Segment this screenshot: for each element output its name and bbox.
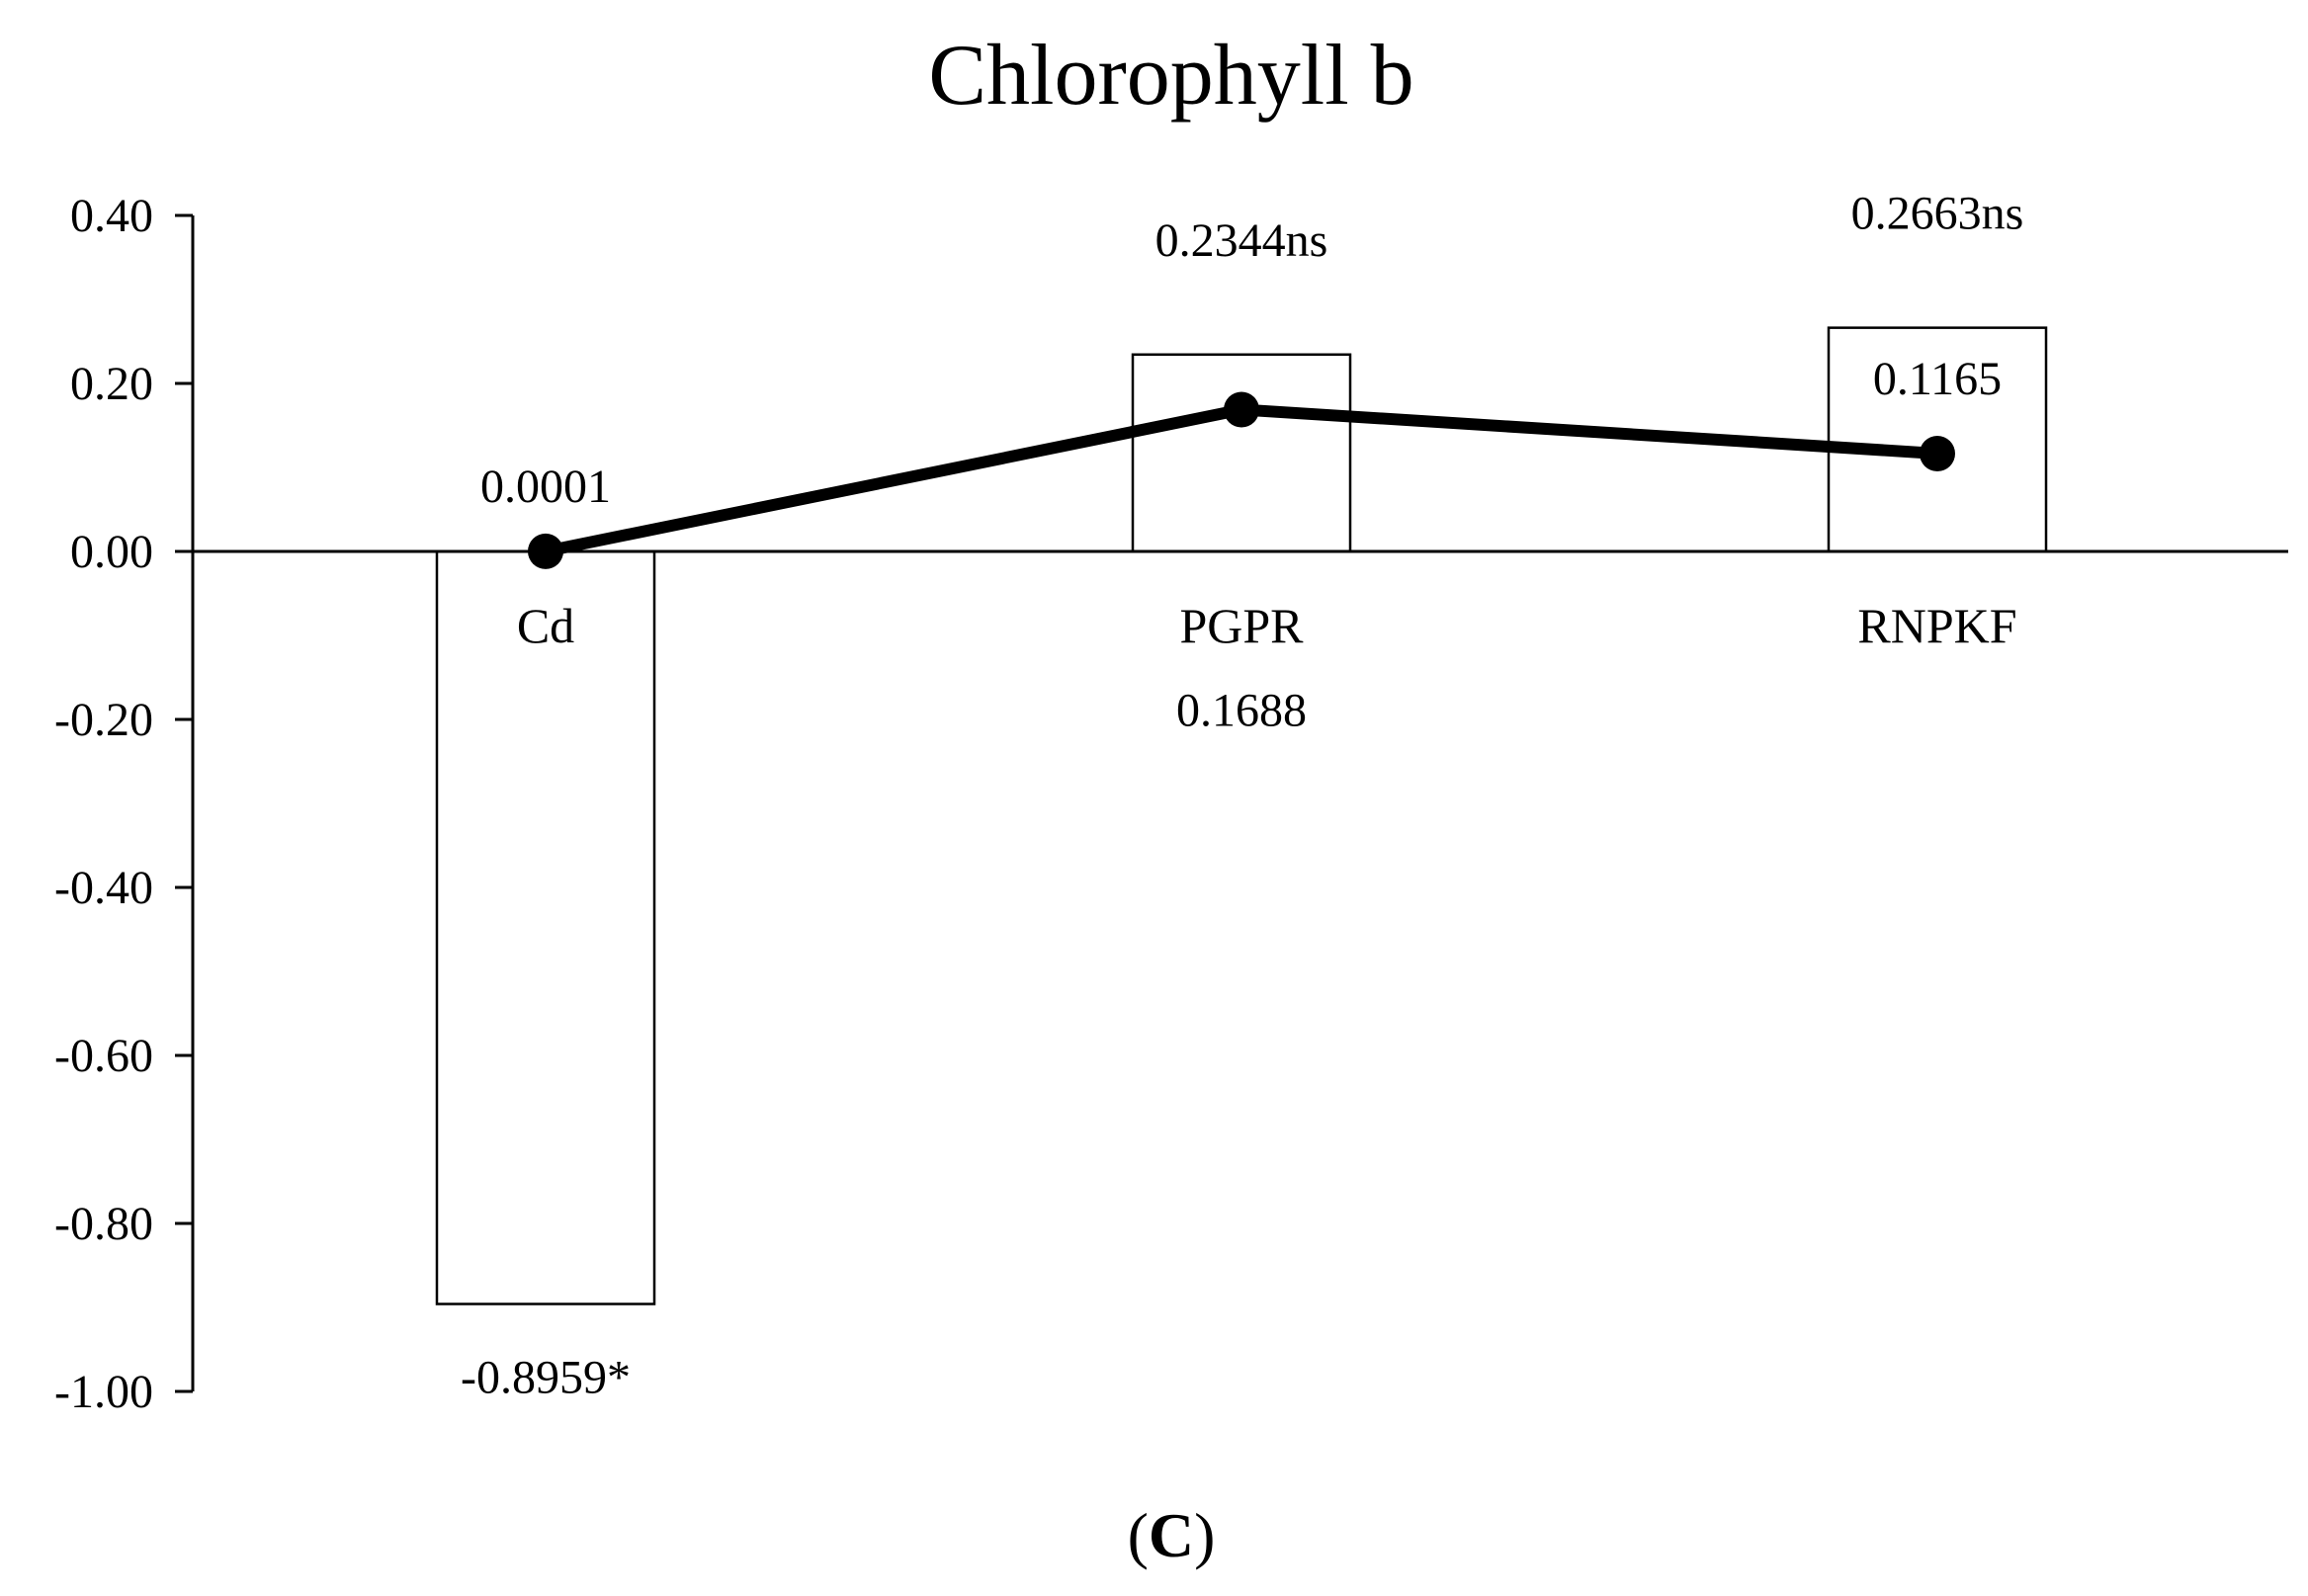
y-tick-label: -0.80	[54, 1198, 153, 1250]
y-tick-label: -0.40	[54, 862, 153, 914]
category-label: Cd	[517, 598, 574, 653]
y-tick-label: -0.60	[54, 1030, 153, 1082]
bar	[435, 549, 656, 1305]
bar-data-label: 0.2344ns	[1155, 214, 1328, 267]
bar	[1827, 326, 2048, 553]
panel-label-close: )	[1194, 1500, 1215, 1570]
panel-label-open: (	[1128, 1500, 1149, 1570]
line-data-label: 0.1165	[1873, 353, 2002, 405]
y-tick-label: -1.00	[54, 1366, 153, 1418]
panel-label-letter: C	[1149, 1500, 1194, 1570]
y-tick-label: 0.00	[70, 526, 153, 578]
line-point	[1224, 391, 1259, 428]
category-label: PGPR	[1179, 598, 1304, 653]
line-point	[528, 533, 563, 569]
chart-title: Chlorophyll b	[928, 28, 1413, 124]
y-tick-label: 0.40	[70, 190, 153, 242]
line-data-label: 0.0001	[480, 461, 611, 513]
category-label: RNPKF	[1857, 598, 2016, 653]
y-tick-label: 0.20	[70, 358, 153, 410]
line-point	[1920, 435, 1955, 471]
panel-label: (C)	[1128, 1500, 1216, 1570]
bar-data-label: 0.2663ns	[1851, 188, 2024, 240]
line-data-label: 0.1688	[1176, 685, 1307, 737]
bar-data-label: -0.8959*	[461, 1352, 631, 1404]
y-tick-label: -0.20	[54, 694, 153, 746]
plot-area: 0.40 0.20 0.00 -0.20 -0.40 -0.60 -0.80 -1.00 Cd P…	[54, 188, 2288, 1418]
bar	[1131, 353, 1352, 553]
